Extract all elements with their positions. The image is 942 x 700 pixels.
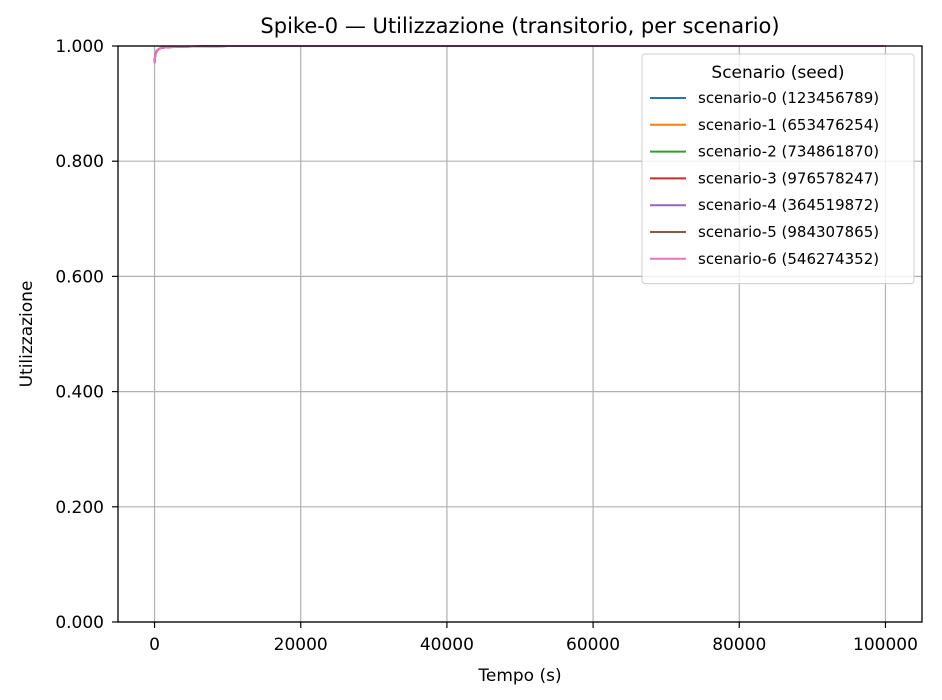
- legend-entry: scenario-6 (546274352): [698, 250, 879, 268]
- y-tick-label: 0.000: [55, 613, 104, 633]
- x-tick-label: 60000: [566, 635, 620, 655]
- legend-entry: scenario-4 (364519872): [698, 196, 879, 214]
- legend-entry: scenario-0 (123456789): [698, 89, 879, 107]
- x-tick-label: 80000: [712, 635, 766, 655]
- y-tick-label: 1.000: [55, 37, 104, 57]
- x-tick-label: 40000: [420, 635, 474, 655]
- axis-ticks: 0 20000 40000 60000 80000 100000 0.000 0.200 0.4…: [55, 37, 918, 655]
- legend: Scenario (seed) scenario-0 (123456789) sc…: [641, 53, 915, 285]
- y-tick-label: 0.400: [55, 383, 104, 403]
- x-tick-label: 100000: [853, 635, 918, 655]
- legend-entry: scenario-1 (653476254): [698, 116, 879, 134]
- legend-box: [641, 53, 915, 285]
- x-axis-label: Tempo (s): [477, 666, 561, 686]
- y-tick-label: 0.800: [55, 152, 104, 172]
- legend-title: Scenario (seed): [711, 63, 844, 83]
- plot-frame: [117, 45, 923, 623]
- chart-title: Spike-0 — Utilizzazione (transitorio, pe…: [260, 14, 779, 38]
- x-tick-label: 20000: [274, 635, 328, 655]
- y-tick-label: 0.600: [55, 267, 104, 287]
- legend-entry: scenario-2 (734861870): [698, 143, 879, 161]
- y-tick-label: 0.200: [55, 498, 104, 518]
- y-axis-label: Utilizzazione: [17, 281, 37, 388]
- x-tick-label: 0: [149, 635, 160, 655]
- legend-entry: scenario-5 (984307865): [698, 223, 879, 241]
- legend-entry: scenario-3 (976578247): [698, 169, 879, 187]
